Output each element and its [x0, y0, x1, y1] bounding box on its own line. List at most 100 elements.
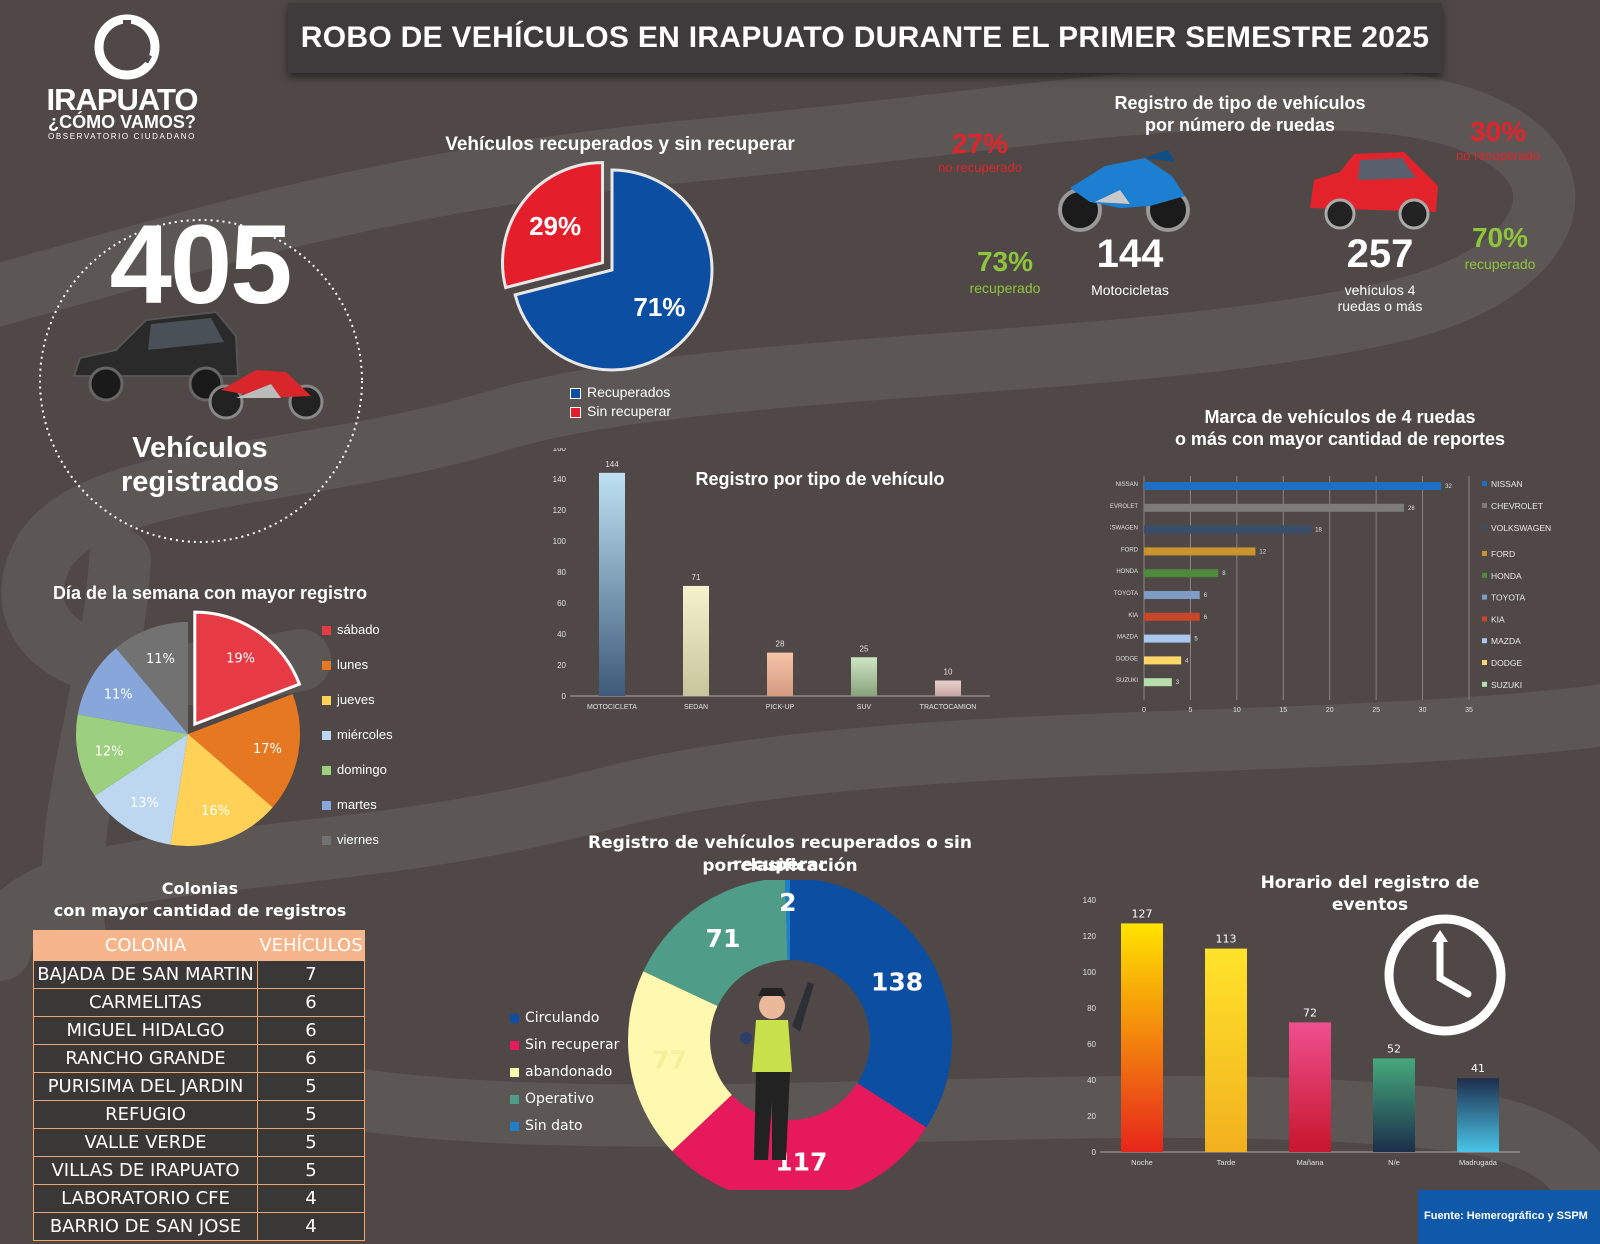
- donut-slice-operativo: [643, 880, 788, 1007]
- x-tick-label: 25: [1372, 707, 1380, 714]
- colonias-title-line2: con mayor cantidad de registros: [53, 901, 347, 920]
- colonias-title-line1: Colonias: [161, 879, 239, 898]
- bar-n/e: [1373, 1058, 1415, 1152]
- y-tick-label: 40: [557, 630, 566, 639]
- legend-swatch: [1482, 572, 1487, 578]
- donut-slice-abandonado: [628, 971, 732, 1152]
- legend-label: FORD: [1491, 549, 1515, 559]
- vehiculos-cell: 6: [257, 1044, 365, 1073]
- colonia-cell: REFUGIO: [33, 1100, 258, 1129]
- legend-sin: Sin recuperar: [570, 403, 671, 419]
- pie-slice-label: 11%: [104, 688, 133, 703]
- logo-icon: [94, 14, 160, 80]
- pie-slice-jueves: [170, 734, 273, 846]
- x-tick-label: Mañana: [1296, 1158, 1324, 1167]
- bar-value-label: 32: [1445, 484, 1452, 490]
- motorcycle-icon: [1058, 150, 1190, 232]
- marca-bar-chart: 05101520253035NISSAN32NISSANCHEVROLET28C…: [1110, 476, 1551, 714]
- source-text: Fuente: Hemerográfico y SSPM: [1424, 1210, 1588, 1222]
- legend-swatch: [1482, 525, 1487, 530]
- bar-sedan: [683, 585, 709, 696]
- bar-value-label: 71: [692, 573, 701, 582]
- bar-value-label: 18: [1315, 528, 1322, 534]
- y-tick-label: HONDA: [1116, 569, 1138, 575]
- y-tick-label: CHEVROLET: [1110, 504, 1138, 510]
- donut-slice-label: 71: [706, 924, 741, 953]
- pie-slice-label: 12%: [95, 745, 124, 760]
- legend-swatch: [322, 801, 331, 811]
- legend-label: VOLKSWAGEN: [1491, 523, 1551, 533]
- moto-no-label: no recuperado: [938, 160, 1022, 175]
- logo-tagline: ¿CÓMO VAMOS?: [48, 112, 196, 132]
- bar-value-label: 72: [1303, 1006, 1317, 1019]
- legend-label: DODGE: [1491, 658, 1523, 668]
- colonia-cell: RANCHO GRANDE: [33, 1044, 258, 1073]
- pie-slice-label: 19%: [226, 652, 255, 667]
- donut-slice-sin-dato: [785, 880, 790, 961]
- clasif-title-line2: por clasificación: [702, 856, 858, 876]
- legend-label: domingo: [337, 762, 387, 777]
- legend-label: HONDA: [1491, 571, 1522, 581]
- vehiculos-cell: 4: [257, 1212, 365, 1241]
- recuperados-title: Vehículos recuperados y sin recuperar: [445, 134, 795, 155]
- bar-value-label: 52: [1387, 1042, 1401, 1055]
- legend-label: TOYOTA: [1491, 593, 1525, 603]
- y-tick-label: 140: [553, 475, 567, 484]
- vehiculos-cell: 4: [257, 1184, 365, 1213]
- legend-swatch: [510, 1041, 519, 1051]
- donut-slice-sin-recuperar: [672, 1083, 927, 1190]
- bar-ford: [1144, 547, 1256, 556]
- dia-legend-item: jueves: [322, 692, 375, 707]
- bar-madrugada: [1457, 1078, 1499, 1152]
- bar-value-label: 127: [1132, 907, 1153, 920]
- legend-label: Operativo: [525, 1091, 595, 1107]
- legend-swatch: [322, 626, 331, 636]
- dia-pie: 19% 17% 16% 13% 12% 11% 11%: [76, 610, 302, 846]
- bar-value-label: 113: [1216, 933, 1237, 946]
- auto-count: 257: [1346, 232, 1414, 276]
- auto-label-line2: ruedas o más: [1337, 298, 1423, 314]
- legend-label: Sin dato: [525, 1118, 583, 1134]
- colonia-cell: BARRIO DE SAN JOSE: [33, 1212, 258, 1241]
- x-tick-label: Tarde: [1217, 1158, 1236, 1167]
- bar-chevrolet: [1144, 503, 1404, 512]
- legend-swatch: [1482, 481, 1487, 486]
- vehiculos-cell: 6: [257, 988, 365, 1017]
- legend-swatch: [510, 1068, 519, 1078]
- bar-mañana: [1289, 1022, 1331, 1152]
- x-tick-label: MOTOCICLETA: [587, 704, 637, 711]
- x-tick-label: 30: [1419, 707, 1427, 714]
- legend-swatch: [510, 1122, 519, 1132]
- legend-sin-label: Sin recuperar: [587, 403, 672, 419]
- pie-slice-sábado: [193, 610, 302, 727]
- bar-value-label: 10: [944, 668, 953, 677]
- moto-rec-label: recuperado: [969, 280, 1041, 296]
- x-tick-label: PICK-UP: [766, 704, 795, 711]
- page-title: ROBO DE VEHÍCULOS EN IRAPUATO DURANTE EL…: [300, 21, 1430, 54]
- table-row: VALLE VERDE 5: [33, 1128, 365, 1157]
- x-tick-label: SEDAN: [684, 704, 708, 711]
- pie-slice-label: 17%: [253, 742, 282, 757]
- y-tick-label: 0: [1092, 1148, 1097, 1157]
- y-tick-label: NISSAN: [1116, 482, 1138, 488]
- bar-value-label: 6: [1204, 593, 1208, 599]
- legend-swatch: [322, 661, 331, 671]
- table-row: RANCHO GRANDE 6: [33, 1044, 365, 1073]
- bar-suzuki: [1144, 678, 1172, 687]
- clasif-legend-item: Operativo: [510, 1091, 594, 1107]
- legend-swatch: [322, 836, 331, 846]
- colonias-table: COLONIA VEHÍCULOS BAJADA DE SAN MARTIN 7 C…: [33, 930, 365, 1241]
- legend-swatch: [322, 696, 331, 706]
- clasif-legend-item: Circulando: [510, 1010, 599, 1026]
- bar-nissan: [1144, 482, 1442, 490]
- bar-value-label: 28: [776, 640, 785, 649]
- total-value: 405: [109, 202, 293, 327]
- colonia-cell: VILLAS DE IRAPUATO: [33, 1156, 258, 1185]
- ruedas-title-line1: Registro de tipo de vehículos: [1114, 93, 1366, 113]
- legend-swatch: [1482, 638, 1487, 644]
- donut-slice-circulando: [790, 880, 952, 1128]
- y-tick-label: VOLKSWAGEN: [1110, 526, 1138, 532]
- y-tick-label: 120: [1083, 932, 1097, 941]
